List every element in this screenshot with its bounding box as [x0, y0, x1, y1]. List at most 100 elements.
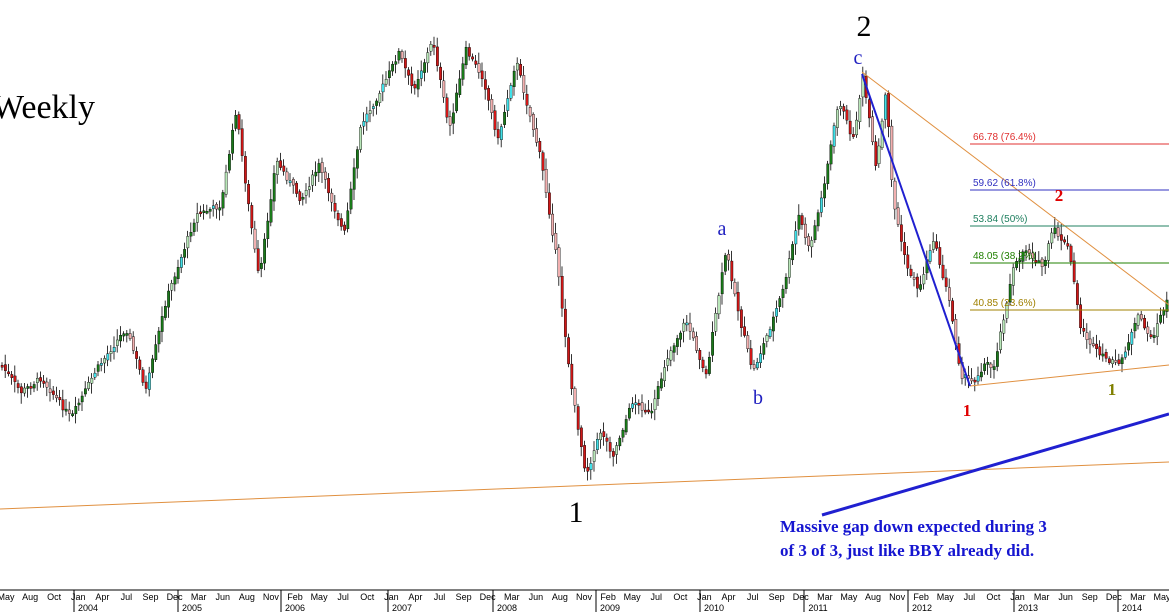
candle-body: [717, 295, 721, 315]
month-label: Mar: [191, 592, 207, 602]
annotation-line-2: of 3 of 3, just like BBY already did.: [780, 541, 1034, 560]
candle-body: [522, 75, 526, 93]
candle-body: [288, 180, 292, 184]
candle-body: [253, 228, 257, 250]
candle-body: [567, 337, 571, 365]
candle-body: [976, 375, 980, 382]
candle-body: [557, 247, 561, 278]
candle-body: [551, 213, 555, 236]
chart-title: Weekly: [0, 89, 95, 126]
month-label: Jun: [215, 592, 230, 602]
month-label: Mar: [1130, 592, 1146, 602]
year-label: 2005: [182, 603, 202, 613]
candle-body: [452, 112, 455, 124]
candle-body: [1075, 283, 1079, 305]
month-label: May: [311, 592, 329, 602]
candle-body: [970, 378, 974, 382]
candle-body: [304, 190, 308, 196]
candle-body: [916, 276, 919, 289]
candlesticks: [0, 36, 1169, 481]
candle-body: [320, 162, 324, 173]
candle-body: [893, 180, 897, 210]
month-label: Apr: [95, 592, 109, 602]
candle-body: [890, 125, 894, 180]
candle-body: [672, 345, 676, 353]
month-label: Sep: [769, 592, 785, 602]
candle-body: [695, 336, 699, 351]
candle-body: [157, 330, 161, 345]
candle-body: [407, 69, 410, 76]
candle-body: [676, 338, 679, 347]
month-label: Oct: [360, 592, 375, 602]
candle-body: [349, 188, 353, 210]
wave-label: 2: [1055, 186, 1064, 205]
candle-body: [564, 308, 567, 337]
candle-body: [602, 431, 606, 437]
candle-body: [944, 277, 948, 287]
candle-body: [3, 364, 7, 371]
month-label: Feb: [287, 592, 303, 602]
candle-body: [45, 381, 49, 388]
month-label: Dec: [167, 592, 184, 602]
month-label: Jan: [697, 592, 712, 602]
year-label: 2008: [497, 603, 517, 613]
candle-body: [99, 363, 103, 366]
candle-body: [122, 333, 126, 337]
fib-level-label: 66.78 (76.4%): [973, 132, 1036, 143]
candle-body: [496, 129, 500, 139]
candle-body: [231, 129, 234, 154]
candle-body: [103, 358, 107, 364]
candle-body: [170, 283, 174, 291]
wave-label: 2: [857, 10, 872, 43]
candle-body: [1123, 351, 1127, 358]
candle-body: [272, 173, 276, 202]
year-label: 2010: [704, 603, 724, 613]
month-label: Jan: [384, 592, 399, 602]
month-label: Dec: [480, 592, 497, 602]
upper-resistance-line: [861, 71, 1169, 306]
candle-body: [464, 47, 468, 66]
candle-body: [314, 171, 318, 177]
candle-body: [1136, 314, 1140, 326]
candle-body: [589, 463, 593, 470]
candle-body: [1027, 249, 1031, 254]
month-label: Aug: [239, 592, 255, 602]
candle-body: [1059, 234, 1063, 241]
candle-body: [1050, 232, 1054, 244]
candle-body: [871, 116, 875, 143]
candle-body: [912, 277, 916, 280]
candle-body: [756, 362, 759, 369]
candle-body: [570, 363, 574, 390]
candle-body: [93, 372, 97, 378]
candle-body: [1111, 359, 1115, 364]
candle-body: [874, 141, 878, 166]
candle-body: [61, 399, 65, 411]
candle-body: [1012, 267, 1015, 286]
wave-label: b: [753, 387, 763, 409]
candle-body: [29, 386, 33, 389]
candle-body: [772, 316, 775, 332]
candle-body: [32, 384, 36, 389]
month-label: Jul: [964, 592, 976, 602]
candle-body: [240, 128, 244, 156]
candle-body: [663, 367, 667, 381]
candle-body: [381, 83, 385, 93]
candle-body: [797, 214, 801, 230]
candle-body: [445, 97, 449, 118]
candle-body: [580, 427, 583, 447]
fib-level-label: 40.85 (23.6%): [973, 298, 1036, 309]
candle-body: [765, 335, 769, 342]
candle-body: [784, 277, 788, 289]
year-label: 2012: [912, 603, 932, 613]
candle-body: [301, 196, 305, 200]
candle-body: [621, 429, 625, 438]
candle-body: [1146, 326, 1150, 334]
month-label: Nov: [889, 592, 906, 602]
candle-body: [1053, 227, 1057, 234]
candle-body: [195, 213, 199, 223]
candle-body: [938, 247, 942, 265]
candle-body: [762, 343, 766, 355]
candle-body: [612, 451, 615, 457]
candle-body: [218, 207, 222, 211]
candle-body: [596, 439, 599, 450]
